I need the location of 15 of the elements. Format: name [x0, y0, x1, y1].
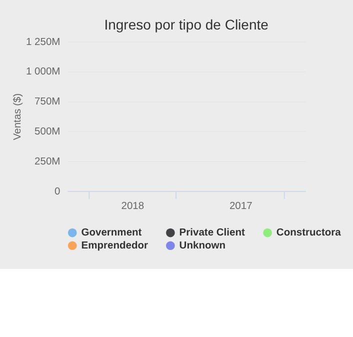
y-tick-label: 500M: [34, 126, 60, 138]
y-tick-label: 1 000M: [26, 66, 60, 78]
legend-label: Emprendedor: [81, 240, 148, 252]
legend-label: Government: [81, 228, 142, 239]
y-tick-label: 250M: [34, 156, 60, 168]
y-tick-label: 0: [54, 186, 61, 198]
x-tick-label: 2017: [229, 201, 253, 212]
y-tick-label: 1 250M: [26, 36, 60, 48]
y-tick-label: 750M: [34, 96, 60, 108]
y-axis-title: Ventas ($): [12, 93, 24, 140]
chart-title: Ingreso por tipo de Cliente: [104, 16, 269, 32]
x-tick-label: 2018: [121, 201, 144, 212]
legend-label: Constructora: [276, 228, 342, 239]
legend-label: Unknown: [179, 240, 226, 252]
legend-label: Private Client: [179, 228, 246, 239]
